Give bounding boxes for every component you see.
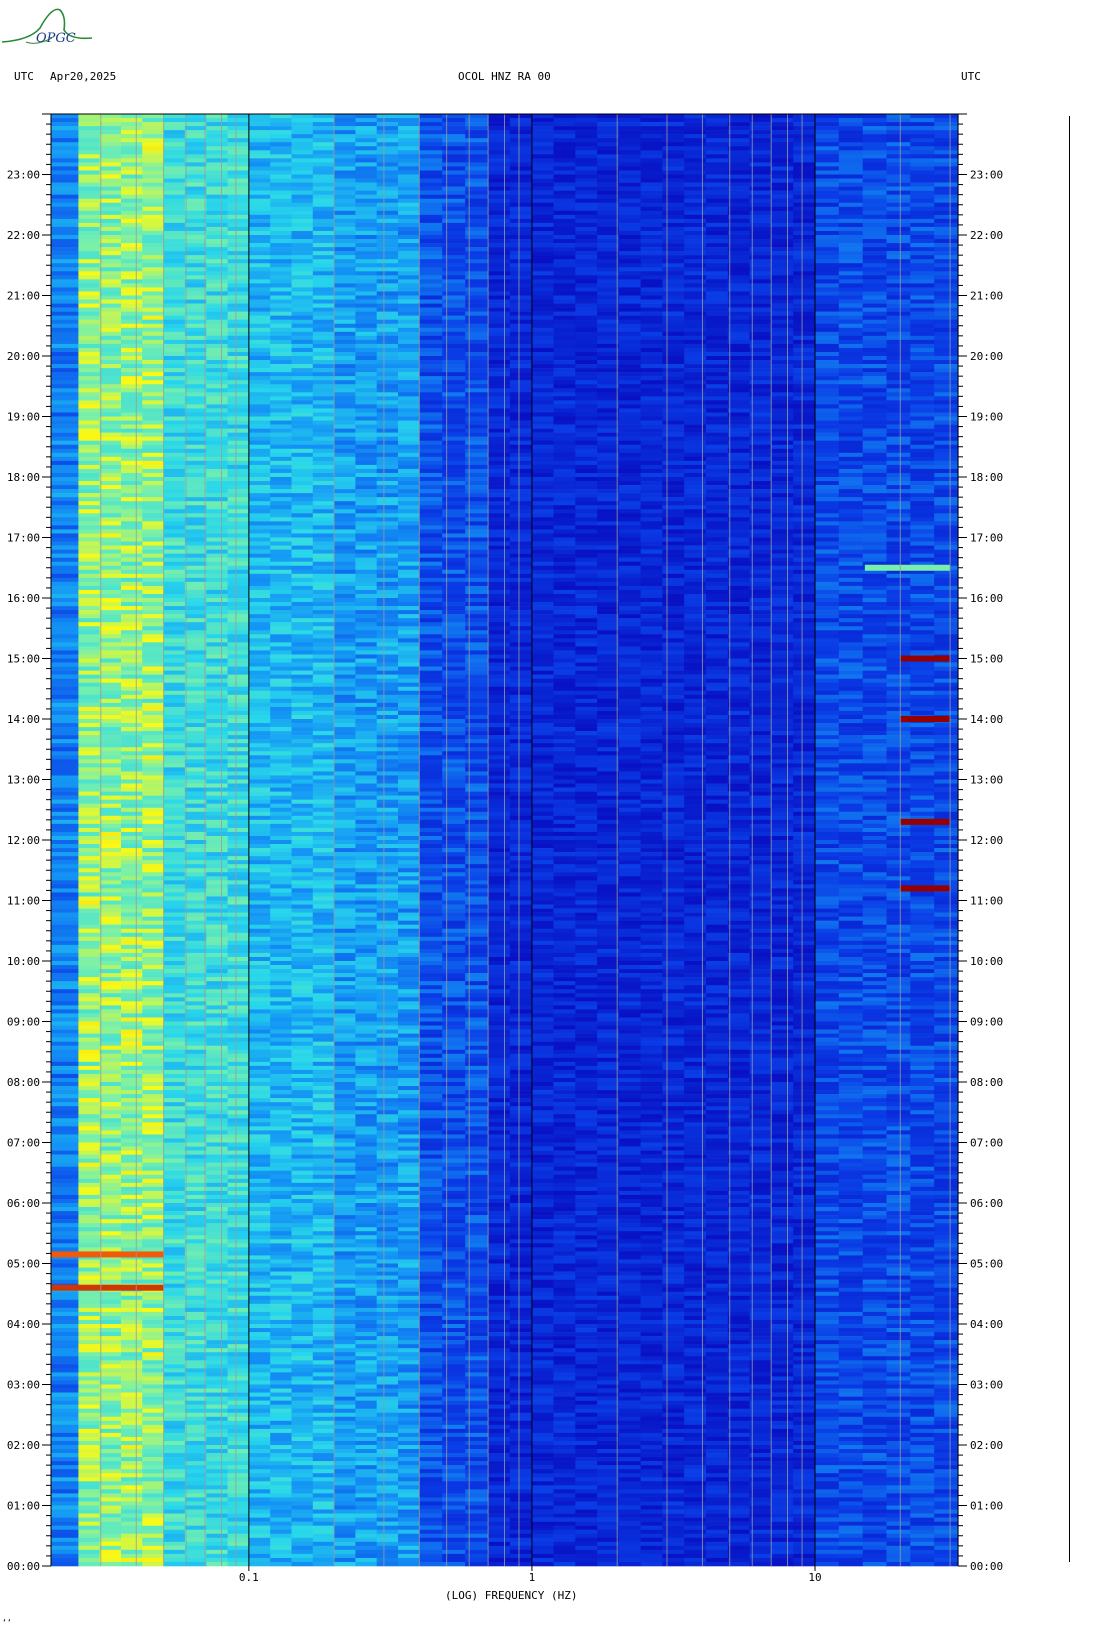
- y-tick-label-right: 17:00: [970, 532, 1003, 545]
- frequency-band-2: [163, 114, 250, 1567]
- y-tick-label-left: 17:00: [7, 532, 40, 545]
- y-tick-label-left: 04:00: [7, 1318, 40, 1331]
- y-tick-label-left: 23:00: [7, 169, 40, 182]
- y-tick-label-right: 21:00: [970, 290, 1003, 303]
- frequency-band-0: [51, 114, 79, 1567]
- energy-event-4: [900, 818, 951, 825]
- y-tick-label-right: 12:00: [970, 834, 1003, 847]
- frequency-band-5: [419, 114, 489, 1567]
- x-tick-label: 0.1: [239, 1571, 259, 1584]
- energy-event-0: [51, 1284, 164, 1291]
- frequency-band-6: [488, 114, 816, 1567]
- frequency-band-7: [815, 114, 959, 1567]
- y-tick-label-left: 21:00: [7, 290, 40, 303]
- y-tick-label-left: 01:00: [7, 1500, 40, 1513]
- energy-event-2: [900, 655, 951, 662]
- y-tick-label-left: 09:00: [7, 1016, 40, 1029]
- frequency-band-3: [248, 114, 335, 1567]
- y-tick-label-left: 19:00: [7, 411, 40, 424]
- y-tick-label-left: 02:00: [7, 1439, 40, 1452]
- y-tick-label-right: 04:00: [970, 1318, 1003, 1331]
- y-tick-label-right: 20:00: [970, 350, 1003, 363]
- y-tick-label-right: 13:00: [970, 774, 1003, 787]
- header-station: OCOL HNZ RA 00: [458, 70, 551, 83]
- y-tick-label-left: 20:00: [7, 350, 40, 363]
- x-tick-label: 1: [529, 1571, 536, 1584]
- y-tick-label-left: 10:00: [7, 955, 40, 968]
- right-border-line: [1069, 116, 1070, 1562]
- y-tick-label-left: 00:00: [7, 1560, 40, 1573]
- y-tick-label-left: 13:00: [7, 774, 40, 787]
- y-tick-label-left: 03:00: [7, 1379, 40, 1392]
- y-tick-label-right: 06:00: [970, 1197, 1003, 1210]
- energy-event-1: [51, 1251, 164, 1258]
- y-tick-label-right: 15:00: [970, 653, 1003, 666]
- footer-mark: ‘‘: [2, 1618, 12, 1627]
- y-tick-label-right: 00:00: [970, 1560, 1003, 1573]
- y-tick-label-right: 01:00: [970, 1500, 1003, 1513]
- y-tick-label-left: 08:00: [7, 1076, 40, 1089]
- frequency-band-1: [78, 114, 165, 1567]
- y-tick-label-right: 07:00: [970, 1137, 1003, 1150]
- y-tick-label-left: 12:00: [7, 834, 40, 847]
- y-tick-label-left: 15:00: [7, 653, 40, 666]
- y-tick-label-right: 02:00: [970, 1439, 1003, 1452]
- logo-text: OPGC: [36, 31, 76, 46]
- y-tick-label-right: 08:00: [970, 1076, 1003, 1089]
- y-tick-label-right: 14:00: [970, 713, 1003, 726]
- y-tick-label-right: 22:00: [970, 229, 1003, 242]
- frequency-grid: [50, 114, 951, 1566]
- y-tick-label-left: 07:00: [7, 1137, 40, 1150]
- y-tick-label-right: 16:00: [970, 592, 1003, 605]
- y-tick-label-left: 11:00: [7, 895, 40, 908]
- energy-event-6: [864, 564, 951, 571]
- x-tick-label: 10: [808, 1571, 821, 1584]
- y-tick-label-right: 11:00: [970, 895, 1003, 908]
- header-date: Apr20,2025: [50, 70, 117, 83]
- y-tick-label-left: 22:00: [7, 229, 40, 242]
- y-tick-label-right: 19:00: [970, 411, 1003, 424]
- energy-event-3: [900, 716, 951, 722]
- y-tick-label-left: 16:00: [7, 592, 40, 605]
- y-tick-label-left: 14:00: [7, 713, 40, 726]
- y-tick-label-right: 03:00: [970, 1379, 1003, 1392]
- y-tick-label-right: 18:00: [970, 471, 1003, 484]
- y-tick-label-right: 09:00: [970, 1016, 1003, 1029]
- opgc-logo: OPGC: [1, 8, 93, 46]
- y-tick-label-left: 05:00: [7, 1258, 40, 1271]
- y-tick-label-right: 05:00: [970, 1258, 1003, 1271]
- frequency-band-4: [334, 114, 420, 1567]
- header-utc-right: UTC: [961, 70, 981, 83]
- spectrogram-heatmap: [51, 114, 959, 1567]
- y-tick-label-left: 06:00: [7, 1197, 40, 1210]
- y-tick-label-right: 23:00: [970, 169, 1003, 182]
- x-axis-label: (LOG) FREQUENCY (HZ): [445, 1589, 578, 1602]
- energy-event-5: [900, 885, 951, 892]
- y-tick-label-left: 18:00: [7, 471, 40, 484]
- header-utc-left: UTC: [14, 70, 34, 83]
- y-tick-label-right: 10:00: [970, 955, 1003, 968]
